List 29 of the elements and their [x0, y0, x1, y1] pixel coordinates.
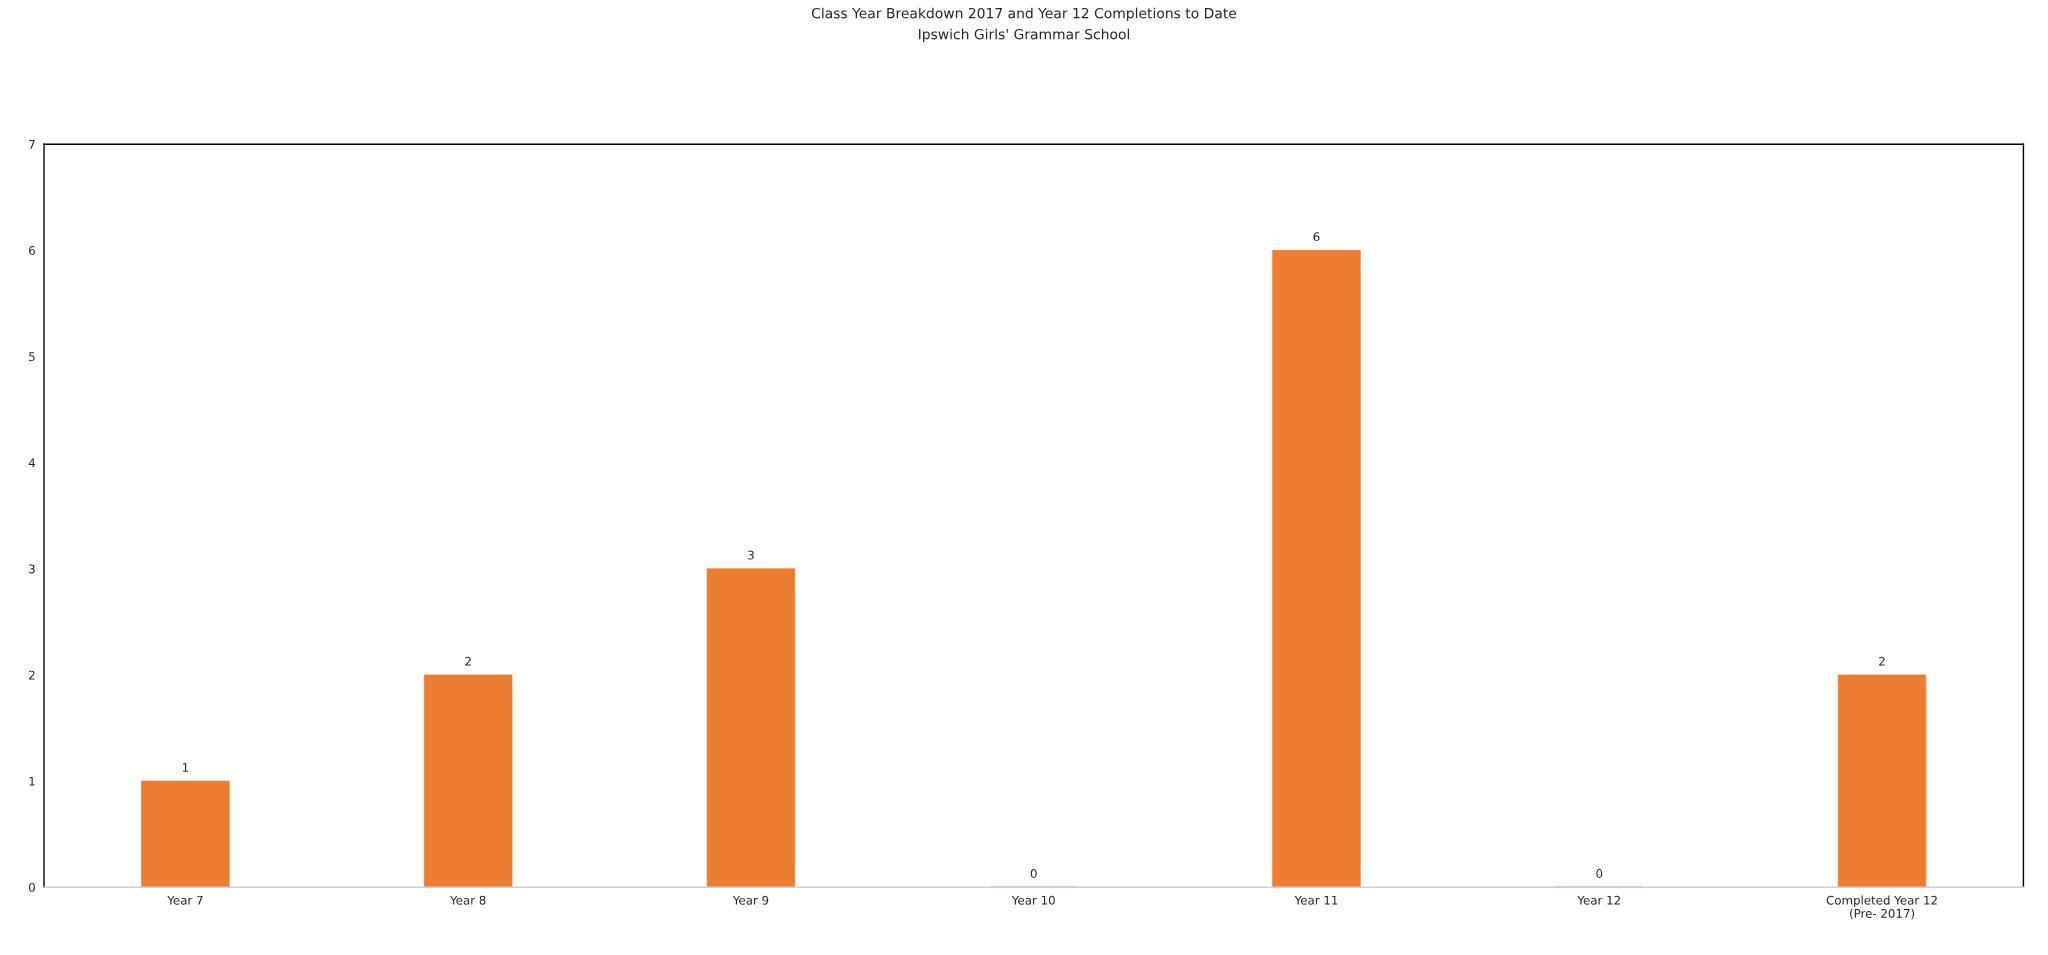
- chart-subtitle: Ipswich Girls' Grammar School: [919, 28, 1130, 43]
- bar: [706, 568, 796, 888]
- x-tick-label: Completed Year 12 (Pre- 2017): [1826, 895, 1937, 920]
- bar: [1272, 250, 1361, 888]
- y-tick-label: 7: [29, 140, 35, 149]
- x-tick-label: Year 7: [167, 895, 203, 905]
- x-tick-label: Year 8: [450, 895, 486, 905]
- data-label: 0: [1030, 869, 1037, 878]
- y-tick-label: 6: [29, 246, 35, 255]
- data-label: 2: [1879, 656, 1885, 666]
- x-tick-label: Year 11: [1294, 895, 1338, 905]
- x-tick-label: Year 10: [1011, 895, 1055, 905]
- y-tick-label: 4: [28, 458, 36, 468]
- y-tick-label: 5: [29, 352, 35, 362]
- y-tick-label: 3: [29, 564, 35, 574]
- chart-title: Class Year Breakdown 2017 and Year 12 Completions to Date: [811, 7, 1237, 22]
- bar: [141, 780, 230, 888]
- y-tick-label: 1: [29, 776, 35, 786]
- bar: [1837, 674, 1927, 888]
- data-label: 2: [465, 656, 471, 666]
- x-tick-label: Year 9: [732, 895, 769, 905]
- y-tick-label: 0: [28, 882, 35, 892]
- data-label: 0: [1596, 869, 1603, 878]
- data-label: 6: [1313, 232, 1320, 242]
- data-label: 3: [748, 550, 754, 560]
- bar: [424, 674, 513, 888]
- y-tick-label: 2: [29, 670, 35, 680]
- x-tick-label: Year 12: [1577, 895, 1620, 905]
- data-label: 1: [182, 763, 189, 772]
